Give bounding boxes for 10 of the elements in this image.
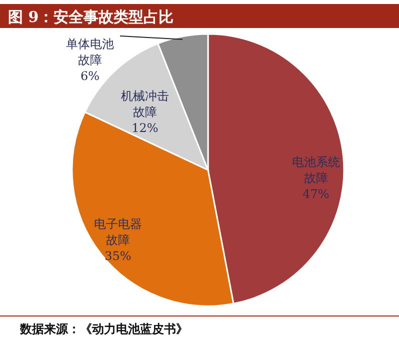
slice-label: 电子电器故障	[94, 217, 142, 247]
data-label: 35%	[104, 249, 132, 263]
data-label: 6%	[80, 69, 100, 83]
data-label: 47%	[302, 187, 330, 201]
chart-title: 图 9：安全事故类型占比	[8, 8, 174, 26]
slice-label: 电池系统故障	[292, 155, 340, 185]
slice-label: 机械冲击故障	[121, 89, 169, 119]
data-label: 12%	[132, 121, 158, 135]
source-note: 数据来源：《动力电池蓝皮书》	[19, 322, 188, 336]
slice-label: 单体电池故障	[66, 37, 114, 67]
